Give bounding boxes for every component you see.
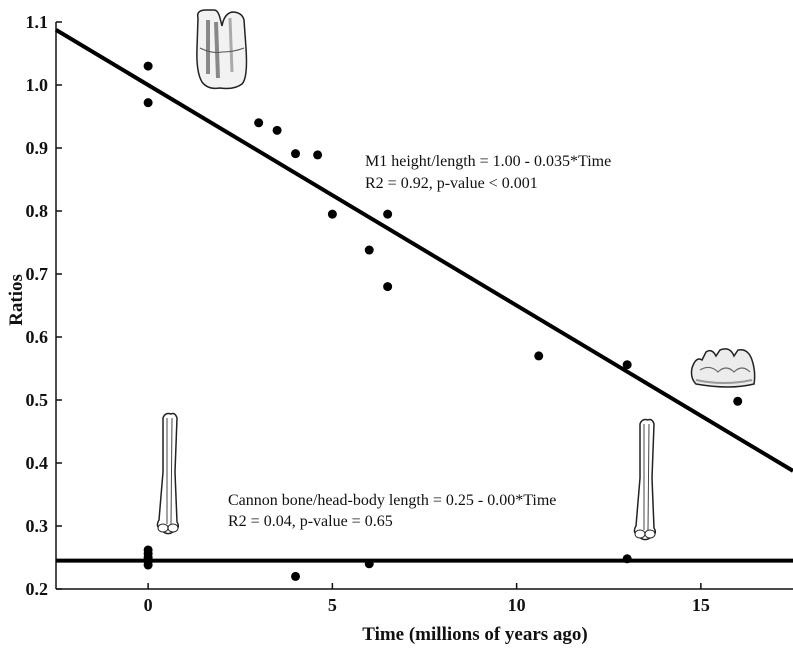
- fit-lines: [54, 28, 793, 563]
- worn-molar-icon: [690, 348, 756, 388]
- data-point: [291, 149, 301, 159]
- data-point: [291, 571, 301, 581]
- data-point: [143, 98, 153, 108]
- data-point: [364, 245, 374, 255]
- data-point: [143, 560, 153, 570]
- cannon-bone-icon: [633, 418, 657, 541]
- fit-annotation-line: Cannon bone/head-body length = 0.25 - 0.…: [228, 492, 556, 509]
- y-tick-label: 0.9: [26, 138, 49, 158]
- y-tick-label: 0.2: [26, 579, 49, 599]
- y-tick-label: 0.6: [26, 327, 49, 347]
- x-tick-label: 15: [692, 595, 710, 615]
- cannon-bone-icon: [156, 412, 180, 535]
- tick-labels: 0.2 0.3 0.4 0.5 0.6 0.7 0.8 0.9 1.0 1.1 0 5 10 15: [26, 12, 710, 615]
- data-point: [272, 125, 282, 135]
- fit-line: [54, 28, 793, 473]
- y-tick-label: 0.5: [26, 390, 49, 410]
- data-point: [534, 351, 544, 361]
- molar-tooth-icon: [196, 9, 248, 90]
- data-point: [327, 209, 337, 219]
- data-point: [733, 396, 743, 406]
- data-point: [622, 554, 632, 564]
- y-tick-label: 1.1: [26, 12, 49, 32]
- fit-annotation-line: M1 height/length = 1.00 - 0.035*Time: [365, 153, 611, 170]
- y-axis-title: Ratios: [6, 274, 27, 326]
- x-tick-label: 10: [508, 595, 526, 615]
- data-points: [143, 61, 743, 581]
- fit-annotation-line: R2 = 0.92, p-value < 0.001: [365, 175, 538, 192]
- x-tick-label: 0: [144, 595, 153, 615]
- data-point: [622, 360, 632, 370]
- data-point: [143, 61, 153, 71]
- x-axis-title: Time (millions of years ago): [362, 624, 588, 645]
- data-point: [364, 559, 374, 569]
- axes: [55, 21, 793, 590]
- y-tick-label: 1.0: [26, 75, 49, 95]
- data-point: [383, 209, 393, 219]
- data-point: [313, 150, 323, 160]
- x-tick-label: 5: [328, 595, 337, 615]
- y-tick-label: 0.4: [26, 453, 49, 473]
- fit-annotation-line: R2 = 0.04, p-value = 0.65: [228, 513, 393, 530]
- y-tick-label: 0.8: [26, 201, 49, 221]
- data-point: [254, 118, 264, 128]
- y-tick-label: 0.3: [26, 516, 49, 536]
- y-tick-label: 0.7: [26, 264, 49, 284]
- data-point: [383, 282, 393, 292]
